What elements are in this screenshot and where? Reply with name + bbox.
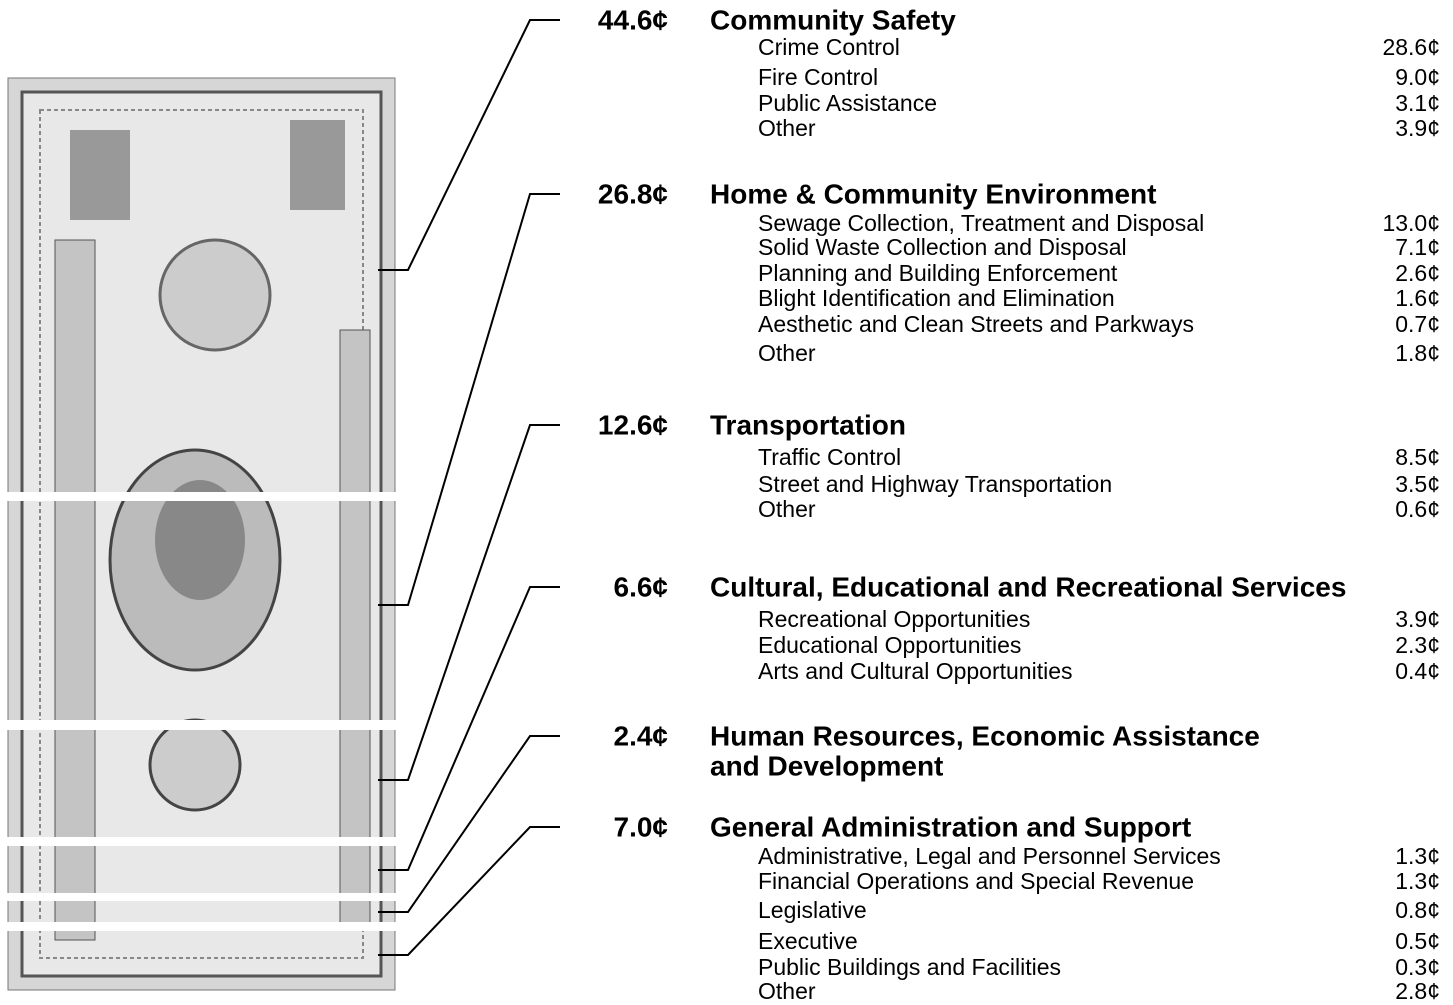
group-title: Transportation: [710, 409, 906, 440]
slice-gap: [0, 922, 400, 931]
treasury-seal: [160, 240, 270, 350]
item-name: Legislative: [758, 897, 867, 923]
group-amount: 26.8¢: [598, 178, 668, 209]
item-name: Arts and Cultural Opportunities: [758, 658, 1073, 684]
group-amount: 2.4¢: [614, 720, 669, 751]
leader-line: [378, 736, 560, 912]
item-amount: 3.5¢: [1395, 471, 1440, 497]
item-name: Other: [758, 115, 816, 141]
group-title: and Development: [710, 750, 943, 781]
item-name: Planning and Building Enforcement: [758, 260, 1118, 286]
item-amount: 3.9¢: [1395, 115, 1440, 141]
group-title: Human Resources, Economic Assistance: [710, 720, 1260, 751]
item-name: Financial Operations and Special Revenue: [758, 868, 1194, 894]
item-amount: 9.0¢: [1395, 64, 1440, 90]
leader-line: [378, 827, 560, 955]
item-amount: 1.3¢: [1395, 843, 1440, 869]
item-name: Other: [758, 496, 816, 522]
group-amount: 12.6¢: [598, 409, 668, 440]
item-name: Other: [758, 340, 816, 366]
item-name: Aesthetic and Clean Streets and Parkways: [758, 311, 1194, 337]
item-amount: 1.6¢: [1395, 285, 1440, 311]
item-amount: 2.8¢: [1395, 978, 1440, 1004]
item-name: Traffic Control: [758, 444, 901, 470]
item-name: Fire Control: [758, 64, 878, 90]
group-title: General Administration and Support: [710, 811, 1191, 842]
group-amount: 44.6¢: [598, 4, 668, 35]
item-amount: 2.3¢: [1395, 632, 1440, 658]
leader-line: [378, 194, 560, 605]
group-title: Community Safety: [710, 4, 956, 35]
item-amount: 0.7¢: [1395, 311, 1440, 337]
dollar-bill: [0, 78, 400, 990]
group-title: Cultural, Educational and Recreational S…: [710, 571, 1346, 602]
item-name: Street and Highway Transportation: [758, 471, 1112, 497]
item-amount: 0.6¢: [1395, 496, 1440, 522]
item-name: Public Buildings and Facilities: [758, 954, 1061, 980]
item-name: Other: [758, 978, 816, 1004]
slice-gap: [0, 893, 400, 901]
corner-one: [70, 130, 130, 220]
item-name: Public Assistance: [758, 90, 937, 116]
item-name: Recreational Opportunities: [758, 606, 1030, 632]
item-amount: 28.6¢: [1382, 34, 1440, 60]
item-amount: 0.4¢: [1395, 658, 1440, 684]
item-name: Solid Waste Collection and Disposal: [758, 234, 1127, 260]
group-amount: 6.6¢: [614, 571, 669, 602]
item-name: Crime Control: [758, 34, 900, 60]
infographic: 44.6¢ Community SafetyCrime Control 28.6¢ F…: [0, 0, 1453, 1005]
item-name: Educational Opportunities: [758, 632, 1021, 658]
item-amount: 8.5¢: [1395, 444, 1440, 470]
slice-gap: [0, 720, 400, 730]
corner-one: [290, 120, 345, 210]
bill-text-band: [55, 240, 95, 940]
item-name: Sewage Collection, Treatment and Disposa…: [758, 210, 1204, 236]
group-amount: 7.0¢: [614, 811, 669, 842]
seal: [150, 720, 240, 810]
slice-gap: [0, 492, 400, 501]
item-name: Executive: [758, 928, 858, 954]
item-amount: 13.0¢: [1382, 210, 1440, 236]
item-amount: 3.9¢: [1395, 606, 1440, 632]
item-name: Blight Identification and Elimination: [758, 285, 1115, 311]
item-amount: 0.8¢: [1395, 897, 1440, 923]
leader-line: [378, 20, 560, 270]
item-amount: 0.5¢: [1395, 928, 1440, 954]
group-title: Home & Community Environment: [710, 178, 1156, 209]
item-name: Administrative, Legal and Personnel Serv…: [758, 843, 1221, 869]
item-amount: 1.8¢: [1395, 340, 1440, 366]
item-amount: 3.1¢: [1395, 90, 1440, 116]
item-amount: 7.1¢: [1395, 234, 1440, 260]
item-amount: 2.6¢: [1395, 260, 1440, 286]
slice-gap: [0, 837, 400, 846]
item-amount: 1.3¢: [1395, 868, 1440, 894]
item-amount: 0.3¢: [1395, 954, 1440, 980]
